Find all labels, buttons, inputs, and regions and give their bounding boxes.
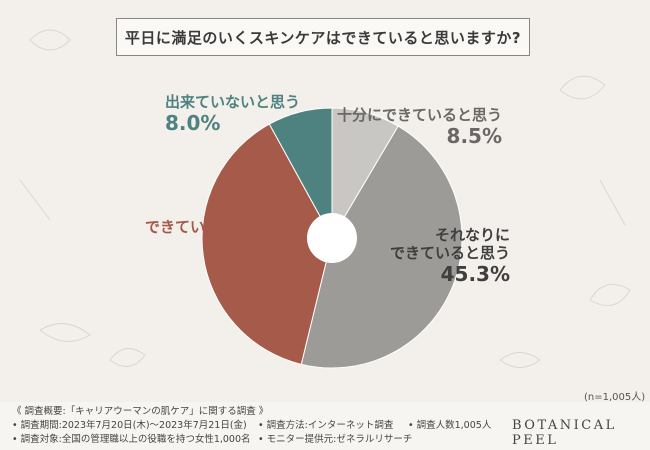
- label-slice-3: あまり できていないと思う 38.2%: [100, 200, 280, 260]
- slice-2-label-line2: できていると思う: [389, 244, 510, 262]
- footer-line: • 調査人数1,005人: [408, 420, 492, 431]
- slice-3-label-line2: できていないと思う: [144, 218, 280, 236]
- footer-line: • 調査期間:2023年7月20日(木)〜2023年7月21日(金): [12, 420, 247, 431]
- brand-logo: BOTANICAL PEEL: [512, 418, 617, 448]
- pie-center-hole: [307, 213, 357, 263]
- slice-3-label-line1: あまり: [234, 200, 280, 218]
- footer-line: • 調査方法:インターネット調査: [258, 420, 394, 431]
- slice-1-label: 十分にできていると思う: [337, 106, 503, 124]
- slice-1-percent: 8.5%: [446, 124, 503, 148]
- label-slice-2: それなりに できていると思う 45.3%: [380, 226, 510, 286]
- footer-col-3: • 調査人数1,005人: [408, 419, 491, 433]
- label-slice-4: 出来ていないと思う 8.0%: [165, 93, 300, 135]
- footer-line: • モニター提供元:ゼネラルリサーチ: [258, 434, 413, 445]
- slice-2-percent: 45.3%: [440, 262, 510, 286]
- pie-slice-4: [268, 107, 333, 239]
- slice-4-label: 出来ていないと思う: [165, 93, 301, 111]
- survey-footer: 《 調査概要:「キャリアウーマンの肌ケア」に関する調査 》 • 調査期間:202…: [0, 402, 650, 450]
- leaf-pattern-background: [19, 29, 631, 368]
- footer-col-1: 《 調査概要:「キャリアウーマンの肌ケア」に関する調査 》 • 調査期間:202…: [12, 405, 268, 447]
- pie-slice-3: [201, 123, 333, 365]
- slice-4-percent: 8.0%: [165, 111, 221, 135]
- footer-line: • 調査対象:全国の管理職以上の役職を持つ女性1,000名: [12, 434, 251, 445]
- slice-2-label-line1: それなりに: [434, 226, 510, 244]
- chart-title: 平日に満足のいくスキンケアはできていると思いますか?: [116, 18, 530, 56]
- pie-slice-2: [300, 125, 463, 369]
- pie-chart: [201, 107, 463, 369]
- label-slice-1: 十分にできていると思う 8.5%: [337, 106, 502, 148]
- footer-line: 《 調査概要:「キャリアウーマンの肌ケア」に関する調査 》: [12, 406, 269, 417]
- slice-3-percent: 38.2%: [210, 236, 280, 260]
- sample-size-note: (n=1,005人): [584, 392, 646, 403]
- footer-col-2: • 調査方法:インターネット調査 • モニター提供元:ゼネラルリサーチ: [258, 419, 412, 447]
